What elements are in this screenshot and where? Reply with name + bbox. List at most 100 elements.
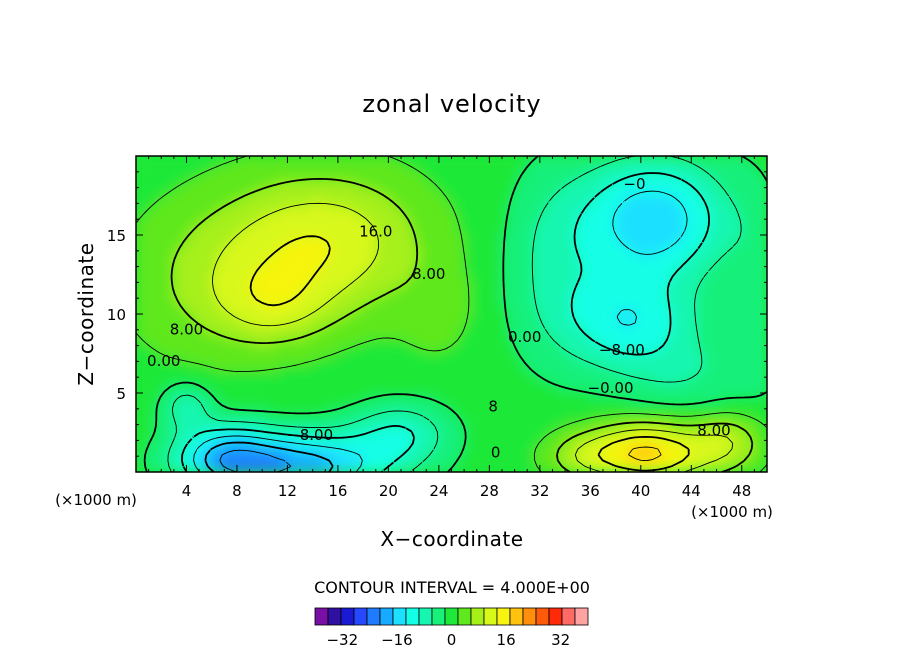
field-cell <box>186 351 194 359</box>
field-cell <box>621 377 629 385</box>
field-cell <box>558 288 566 296</box>
field-cell <box>571 168 579 176</box>
field-cell <box>571 370 579 378</box>
field-cell <box>653 427 661 435</box>
field-cell <box>609 282 617 290</box>
field-cell <box>760 206 767 214</box>
field-cell <box>464 465 472 472</box>
field-cell <box>199 257 207 265</box>
field-cell <box>382 156 389 163</box>
field-cell <box>186 383 194 391</box>
field-cell <box>344 212 352 220</box>
field-cell <box>192 301 200 309</box>
field-cell <box>741 314 749 321</box>
field-cell <box>596 206 604 214</box>
field-cell <box>628 383 636 391</box>
field-cell <box>325 408 333 416</box>
field-cell <box>628 269 636 277</box>
field-cell <box>356 389 364 397</box>
field-cell <box>356 295 364 302</box>
field-cell <box>407 453 415 460</box>
field-cell <box>192 351 200 359</box>
field-cell <box>230 326 238 334</box>
field-cell <box>672 453 680 460</box>
field-cell <box>161 269 169 277</box>
field-cell <box>350 465 358 472</box>
field-cell <box>729 370 737 378</box>
field-cell <box>167 288 175 296</box>
field-cell <box>274 250 282 258</box>
field-cell <box>640 225 648 233</box>
field-cell <box>419 453 427 460</box>
velocity-field <box>136 156 767 472</box>
field-cell <box>760 339 767 347</box>
field-cell <box>312 219 320 227</box>
field-cell <box>754 389 762 397</box>
field-cell <box>565 174 572 182</box>
field-cell <box>148 427 156 435</box>
field-cell <box>337 351 345 359</box>
field-cell <box>306 231 314 239</box>
field-cell <box>501 162 509 170</box>
field-cell <box>224 307 232 315</box>
field-cell <box>602 225 610 233</box>
field-cell <box>325 219 333 227</box>
field-cell <box>565 282 572 290</box>
field-cell <box>382 396 389 404</box>
field-cell <box>173 206 181 214</box>
field-cell <box>729 307 737 315</box>
field-cell <box>318 332 326 340</box>
field-cell <box>438 465 446 472</box>
field-cell <box>716 415 724 423</box>
field-cell <box>388 402 396 410</box>
field-cell <box>615 301 623 309</box>
field-cell <box>154 174 162 182</box>
field-cell <box>470 453 478 460</box>
field-cell <box>748 295 755 302</box>
field-cell <box>495 231 503 239</box>
field-cell <box>224 250 232 258</box>
field-cell <box>748 174 755 182</box>
field-cell <box>716 225 724 233</box>
field-cell <box>710 351 718 359</box>
field-cell <box>533 212 541 220</box>
field-cell <box>653 364 661 372</box>
field-cell <box>596 345 604 353</box>
field-cell <box>546 269 554 277</box>
field-cell <box>394 345 402 353</box>
field-cell <box>703 364 711 372</box>
field-cell <box>558 225 566 233</box>
field-cell <box>394 415 402 423</box>
field-cell <box>388 269 396 277</box>
field-cell <box>476 263 484 271</box>
field-cell <box>180 332 188 340</box>
field-cell <box>205 238 213 246</box>
field-cell <box>684 156 692 163</box>
field-cell <box>148 383 156 391</box>
field-cell <box>369 383 377 391</box>
field-cell <box>596 225 604 233</box>
field-cell <box>628 351 636 359</box>
field-cell <box>230 389 238 397</box>
field-cell <box>438 257 446 265</box>
field-cell <box>489 288 497 296</box>
field-cell <box>584 440 591 448</box>
field-cell <box>318 162 326 170</box>
field-cell <box>489 282 497 290</box>
field-cell <box>419 396 427 404</box>
field-cell <box>344 377 352 385</box>
field-cell <box>211 206 219 214</box>
field-cell <box>640 358 648 366</box>
field-cell <box>640 402 648 410</box>
field-cell <box>602 314 610 321</box>
field-cell <box>457 389 465 397</box>
field-cell <box>388 351 396 359</box>
field-cell <box>401 440 408 448</box>
field-cell <box>609 301 617 309</box>
field-cell <box>716 206 724 214</box>
field-cell <box>382 345 389 353</box>
field-cell <box>167 415 175 423</box>
field-cell <box>312 370 320 378</box>
field-cell <box>602 358 610 366</box>
field-cell <box>602 295 610 302</box>
